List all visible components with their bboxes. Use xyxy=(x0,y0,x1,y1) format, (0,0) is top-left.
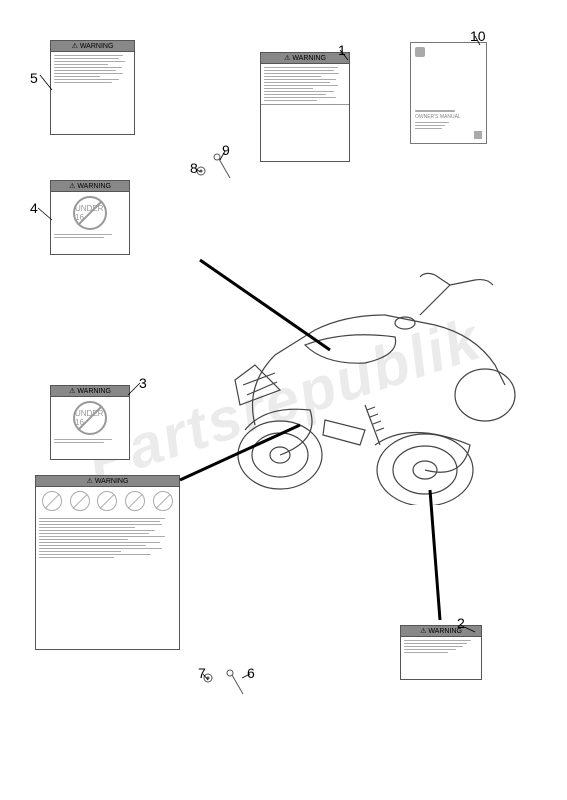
callout-6: 6 xyxy=(247,665,255,681)
prohibition-icon xyxy=(42,491,62,511)
warning-label-2: ⚠ WARNING xyxy=(400,625,482,680)
label-text xyxy=(401,637,481,656)
label-text xyxy=(51,234,129,241)
warning-label-5: ⚠ WARNING xyxy=(50,40,135,135)
warning-label-1: ⚠ WARNING xyxy=(260,52,350,162)
under-16-text: UNDER 16 xyxy=(75,204,105,222)
callout-9: 9 xyxy=(222,142,230,158)
label-text xyxy=(261,64,349,104)
warning-header: ⚠ WARNING xyxy=(36,476,179,487)
pictogram-row xyxy=(36,487,179,515)
warning-label-4: ⚠ WARNING UNDER 16 xyxy=(50,180,130,255)
owners-manual-10: OWNER'S MANUAL xyxy=(410,42,487,144)
under-16-icon: UNDER 16 xyxy=(73,401,107,435)
manual-logo-icon xyxy=(415,47,425,57)
prohibition-icon xyxy=(125,491,145,511)
manual-title: OWNER'S MANUAL xyxy=(415,114,482,120)
label-text xyxy=(51,439,129,446)
rivet-6 xyxy=(225,668,249,698)
callout-5: 5 xyxy=(30,70,38,86)
under-16-icon: UNDER 16 xyxy=(73,196,107,230)
label-text xyxy=(51,52,134,86)
manual-brand-icon xyxy=(474,131,482,139)
diagram-container: Partsrepublik xyxy=(0,0,567,800)
warning-label-3-bottom: ⚠ WARNING xyxy=(35,475,180,650)
prohibition-icon xyxy=(153,491,173,511)
callout-3: 3 xyxy=(139,375,147,391)
warning-header: ⚠ WARNING xyxy=(401,626,481,637)
callout-2: 2 xyxy=(457,615,465,631)
atv-drawing xyxy=(225,245,535,505)
warning-header: ⚠ WARNING xyxy=(261,53,349,64)
label-text xyxy=(36,515,179,561)
under-16-text: UNDER 16 xyxy=(75,409,105,427)
warning-header: ⚠ WARNING xyxy=(51,41,134,52)
warning-header: ⚠ WARNING xyxy=(51,181,129,192)
prohibition-icon xyxy=(97,491,117,511)
callout-1: 1 xyxy=(338,42,346,58)
callout-10: 10 xyxy=(470,28,486,44)
callout-7: 7 xyxy=(198,665,206,681)
warning-header: ⚠ WARNING xyxy=(51,386,129,397)
callout-4: 4 xyxy=(30,200,38,216)
callout-8: 8 xyxy=(190,160,198,176)
prohibition-icon xyxy=(70,491,90,511)
warning-label-3-top: ⚠ WARNING UNDER 16 xyxy=(50,385,130,460)
